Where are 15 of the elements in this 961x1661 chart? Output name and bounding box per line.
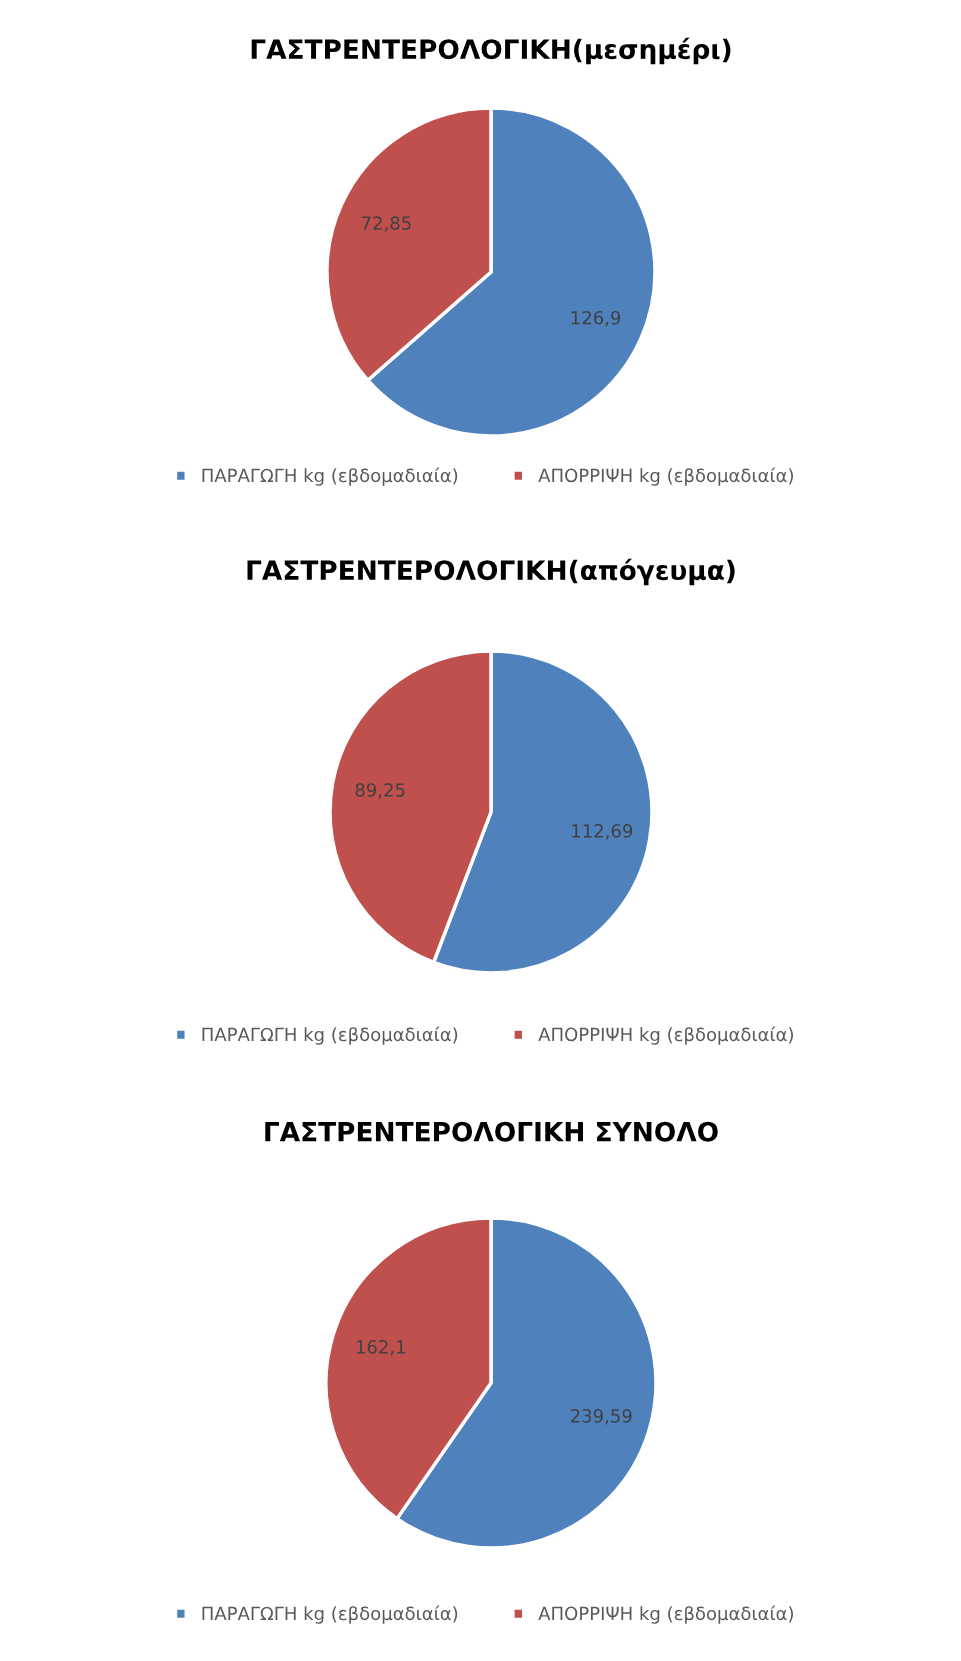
legend-label: ΑΠΟΡΡΙΨΗ kg (εβδομαδιαία) [538, 1605, 793, 1624]
legend-label: ΠΑΡΑΓΩΓΗ kg (εβδομαδιαία) [202, 467, 458, 486]
chart-title: ΓΑΣΤΡΕΝΤΕΡΟΛΟΓΙΚΗ ΣΥΝΟΛΟ [265, 1121, 718, 1142]
legend-label: ΠΑΡΑΓΩΓΗ kg (εβδομαδιαία) [202, 1605, 458, 1624]
data-label: 162,1 [356, 1340, 405, 1356]
data-label: 112,69 [572, 824, 633, 840]
data-label: 72,85 [362, 216, 411, 232]
chart-title: ΓΑΣΤΡΕΝΤΕΡΟΛΟΓΙΚΗ(μεσημέρι) [251, 37, 731, 65]
legend-label: ΠΑΡΑΓΩΓΗ kg (εβδομαδιαία) [202, 1026, 458, 1045]
legend-label: ΑΠΟΡΡΙΨΗ kg (εβδομαδιαία) [538, 467, 793, 486]
data-label: 89,25 [355, 783, 405, 799]
data-label: 239,59 [570, 1409, 632, 1425]
legend-label: ΑΠΟΡΡΙΨΗ kg (εβδομαδιαία) [538, 1026, 793, 1045]
chart-title: ΓΑΣΤΡΕΝΤΕΡΟΛΟΓΙΚΗ(απόγευμα) [247, 558, 735, 586]
data-label: 126,9 [571, 310, 621, 327]
